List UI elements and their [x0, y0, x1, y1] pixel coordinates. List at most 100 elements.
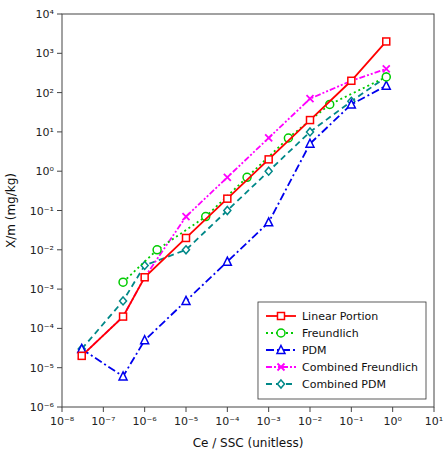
y-tick-label: 10³ — [36, 47, 54, 60]
series — [78, 81, 391, 380]
series — [78, 38, 390, 359]
data-point — [382, 73, 390, 81]
y-tick-label: 10⁻⁴ — [30, 322, 55, 335]
x-tick-label: 10⁻⁴ — [215, 415, 240, 428]
data-point — [306, 139, 314, 147]
y-tick-label: 10⁻¹ — [30, 205, 54, 218]
data-point — [119, 278, 127, 286]
x-tick — [227, 407, 228, 412]
data-point — [265, 134, 272, 141]
data-point — [383, 38, 390, 45]
data-point — [119, 372, 127, 380]
marker-stroke — [307, 95, 314, 102]
marker-stroke — [383, 65, 390, 72]
x-tick-label: 10⁻⁶ — [133, 415, 158, 428]
y-tick — [57, 289, 62, 290]
x-tick — [434, 407, 435, 412]
y-tick-label: 10⁰ — [36, 165, 55, 178]
marker-stroke — [78, 352, 85, 359]
plot-area — [78, 38, 391, 380]
marker-stroke — [265, 134, 272, 141]
marker-stroke — [277, 364, 284, 371]
x-tick — [144, 407, 145, 412]
y-tick — [57, 249, 62, 250]
data-point — [348, 77, 355, 84]
data-point — [307, 95, 314, 102]
marker-stroke — [183, 213, 190, 220]
y-tick-label: 10² — [36, 87, 54, 100]
data-point — [265, 167, 272, 175]
series — [78, 73, 390, 353]
x-tick-label: 10⁻³ — [257, 415, 281, 428]
x-tick — [103, 407, 104, 412]
data-point — [183, 234, 190, 241]
x-tick-label: 10⁻⁵ — [174, 415, 198, 428]
data-point — [78, 352, 85, 359]
legend-marker — [277, 346, 285, 354]
data-point — [382, 81, 390, 89]
data-point — [120, 313, 127, 320]
y-tick-label: 10⁻³ — [30, 283, 54, 296]
data-point — [265, 218, 273, 226]
x-tick-label: 10⁻⁷ — [91, 415, 115, 428]
x-axis-label: Ce / SSC (unitless) — [193, 436, 304, 450]
data-point — [224, 207, 231, 215]
y-tick — [57, 92, 62, 93]
data-point — [307, 117, 314, 124]
data-point — [383, 73, 390, 81]
y-tick — [57, 407, 62, 408]
x-tick — [351, 407, 352, 412]
x-tick-label: 10⁻⁸ — [50, 415, 75, 428]
series — [119, 73, 390, 286]
data-point — [224, 195, 231, 202]
legend-label: PDM — [302, 344, 327, 357]
y-tick-label: 10⁻² — [30, 244, 54, 257]
x-tick-label: 10⁰ — [383, 415, 402, 428]
y-tick-label: 10⁻⁶ — [30, 401, 55, 414]
series-line — [82, 86, 387, 377]
y-tick-label: 10⁴ — [36, 8, 55, 21]
y-tick — [57, 171, 62, 172]
legend-marker — [277, 364, 284, 371]
series-line — [123, 77, 386, 282]
data-point — [141, 274, 148, 281]
x-tick — [310, 407, 311, 412]
data-point — [348, 77, 355, 84]
data-point — [183, 213, 190, 220]
legend-label: Combined Freundlich — [302, 361, 418, 374]
x-tick-label: 10⁻² — [298, 415, 322, 428]
data-point — [153, 246, 161, 254]
y-axis-label: X/m (mg/kg) — [4, 173, 18, 248]
legend: Linear PortionFreundlichPDMCombined Freu… — [258, 302, 426, 399]
legend-marker — [277, 313, 284, 320]
y-tick — [57, 328, 62, 329]
y-tick — [57, 53, 62, 54]
data-point — [141, 336, 149, 344]
data-point — [265, 156, 272, 163]
marker-stroke — [224, 174, 231, 181]
y-tick — [57, 131, 62, 132]
chart: 10⁻⁸ 10⁻⁷ 10⁻⁶ 10⁻⁵ 10⁻⁴ 10⁻³ 10⁻² 10⁻¹ 10⁰ 10¹ 10… — [0, 0, 448, 459]
data-point — [141, 274, 148, 281]
marker-stroke — [141, 274, 148, 281]
x-tick — [62, 407, 63, 412]
data-point — [182, 296, 190, 304]
marker-stroke — [120, 313, 127, 320]
legend-label: Freundlich — [302, 327, 359, 340]
data-point — [307, 128, 314, 136]
y-tick-label: 10¹ — [36, 126, 54, 139]
marker-stroke — [348, 77, 355, 84]
y-tick-label: 10⁻⁵ — [30, 362, 54, 375]
data-point — [78, 352, 85, 359]
plot-frame — [62, 14, 434, 407]
data-point — [120, 297, 127, 305]
data-point — [224, 174, 231, 181]
y-tick — [57, 367, 62, 368]
y-tick — [57, 14, 62, 15]
x-tick — [392, 407, 393, 412]
legend-marker — [277, 380, 284, 388]
series — [78, 65, 390, 359]
data-point — [383, 65, 390, 72]
data-point — [141, 261, 148, 269]
legend-marker — [277, 329, 285, 337]
